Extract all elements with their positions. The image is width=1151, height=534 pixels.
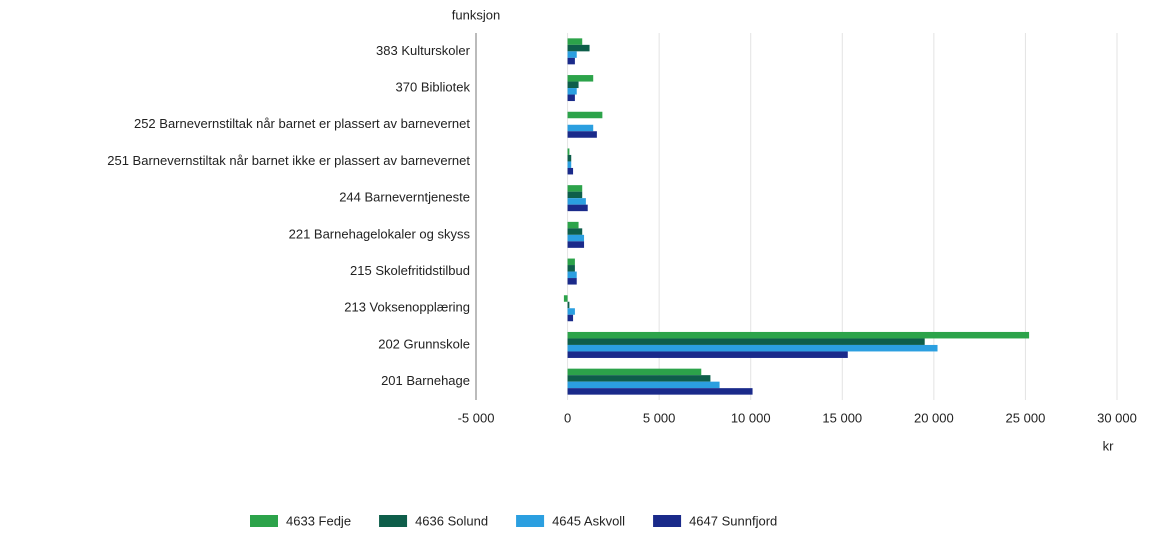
x-tick-label: 30 000	[1097, 410, 1137, 425]
bar	[567, 111, 603, 119]
bar	[567, 271, 577, 279]
bar	[567, 375, 711, 382]
legend-swatch	[653, 515, 682, 527]
y-tick-label: 221 Barnehagelokaler og skyss	[289, 226, 471, 241]
legend-label: 4636 Solund	[415, 513, 488, 528]
y-tick-label: 213 Voksenopplæring	[344, 300, 470, 315]
legend-swatch	[250, 515, 278, 527]
legend-swatch	[516, 515, 545, 527]
bar	[567, 301, 570, 309]
bar	[567, 191, 583, 199]
bar	[567, 88, 577, 95]
y-axis-title: funksjon	[452, 7, 500, 22]
bar	[567, 241, 585, 248]
x-tick-label: 15 000	[822, 410, 862, 425]
bar	[567, 81, 579, 89]
bar	[567, 185, 583, 192]
bar	[567, 198, 586, 205]
x-tick-label: 25 000	[1006, 410, 1046, 425]
bar	[567, 167, 574, 175]
legend-swatch	[379, 515, 408, 527]
bar	[567, 234, 585, 242]
bar	[567, 221, 579, 229]
bar	[567, 368, 702, 376]
bar	[567, 258, 575, 266]
bar	[567, 148, 570, 155]
x-tick-label: -5 000	[458, 410, 495, 425]
bar	[567, 338, 925, 345]
y-tick-label: 251 Barnevernstiltak når barnet ikke er …	[107, 153, 470, 168]
bar	[567, 161, 572, 168]
bar	[567, 154, 572, 162]
bar	[567, 204, 588, 212]
x-tick-label: 5 000	[643, 410, 676, 425]
bar	[567, 351, 848, 358]
y-tick-label: 201 Barnehage	[381, 373, 470, 388]
legend-label: 4633 Fedje	[286, 513, 351, 528]
bar	[567, 228, 583, 235]
y-tick-label: 244 Barneverntjeneste	[339, 190, 470, 205]
bar	[563, 295, 568, 302]
x-tick-label: 0	[564, 410, 571, 425]
bar	[567, 94, 575, 102]
bar	[567, 44, 590, 52]
y-tick-label: 252 Barnevernstiltak når barnet er plass…	[134, 116, 470, 131]
x-tick-label: 20 000	[914, 410, 954, 425]
bar	[567, 308, 575, 315]
y-tick-label: 215 Skolefritidstilbud	[350, 263, 470, 278]
bar	[567, 57, 575, 65]
bar	[567, 131, 597, 138]
bar	[567, 51, 577, 58]
bar	[567, 388, 753, 395]
y-tick-label: 202 Grunnskole	[378, 336, 470, 351]
bar	[567, 344, 938, 352]
bar	[567, 314, 574, 322]
bar	[567, 381, 720, 389]
bar	[567, 75, 594, 82]
bar	[567, 331, 1030, 339]
bar	[567, 265, 575, 272]
legend-label: 4647 Sunnfjord	[689, 513, 777, 528]
legend-label: 4645 Askvoll	[552, 513, 625, 528]
bar	[567, 278, 577, 285]
x-tick-label: 10 000	[731, 410, 771, 425]
y-tick-label: 370 Bibliotek	[396, 79, 471, 94]
bar	[567, 124, 594, 132]
x-axis-title: kr	[1103, 438, 1115, 453]
y-tick-label: 383 Kulturskoler	[376, 43, 471, 58]
bar	[567, 38, 583, 45]
